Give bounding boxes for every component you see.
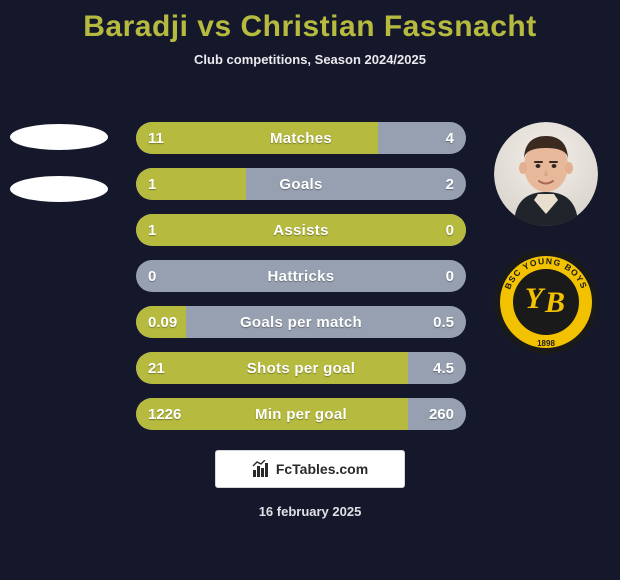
stat-row: 10Assists — [136, 214, 466, 246]
svg-text:B: B — [544, 286, 565, 319]
season-subtitle: Club competitions, Season 2024/2025 — [0, 52, 620, 67]
stats-bars: 114Matches 12Goals 10Assists 00Hattricks 0.0… — [136, 122, 466, 444]
club-badge-icon: Y B BSC YOUNG BOYS 1898 — [494, 250, 598, 354]
stat-label: Assists — [136, 214, 466, 246]
stat-row: 12Goals — [136, 168, 466, 200]
stat-label: Goals — [136, 168, 466, 200]
player2-club-badge: Y B BSC YOUNG BOYS 1898 — [494, 250, 598, 354]
stat-label: Min per goal — [136, 398, 466, 430]
player2-photo — [494, 122, 598, 226]
watermark: FcTables.com — [215, 450, 405, 488]
stat-row: 0.090.5Goals per match — [136, 306, 466, 338]
player1-club-placeholder — [10, 176, 108, 202]
page-title: Baradji vs Christian Fassnacht — [0, 10, 620, 44]
chart-bars-icon — [252, 460, 270, 478]
stat-label: Goals per match — [136, 306, 466, 338]
stat-row: 214.5Shots per goal — [136, 352, 466, 384]
stat-row: 114Matches — [136, 122, 466, 154]
stat-label: Matches — [136, 122, 466, 154]
footer-date: 16 february 2025 — [0, 504, 620, 519]
stat-row: 00Hattricks — [136, 260, 466, 292]
stat-row: 1226260Min per goal — [136, 398, 466, 430]
comparison-card: Baradji vs Christian Fassnacht Club comp… — [0, 0, 620, 580]
club-year: 1898 — [537, 339, 555, 348]
avatar-icon — [494, 122, 598, 226]
stat-label: Shots per goal — [136, 352, 466, 384]
svg-text:Y: Y — [525, 282, 546, 315]
watermark-text: FcTables.com — [276, 461, 368, 477]
stat-label: Hattricks — [136, 260, 466, 292]
player1-photo-placeholder — [10, 124, 108, 150]
